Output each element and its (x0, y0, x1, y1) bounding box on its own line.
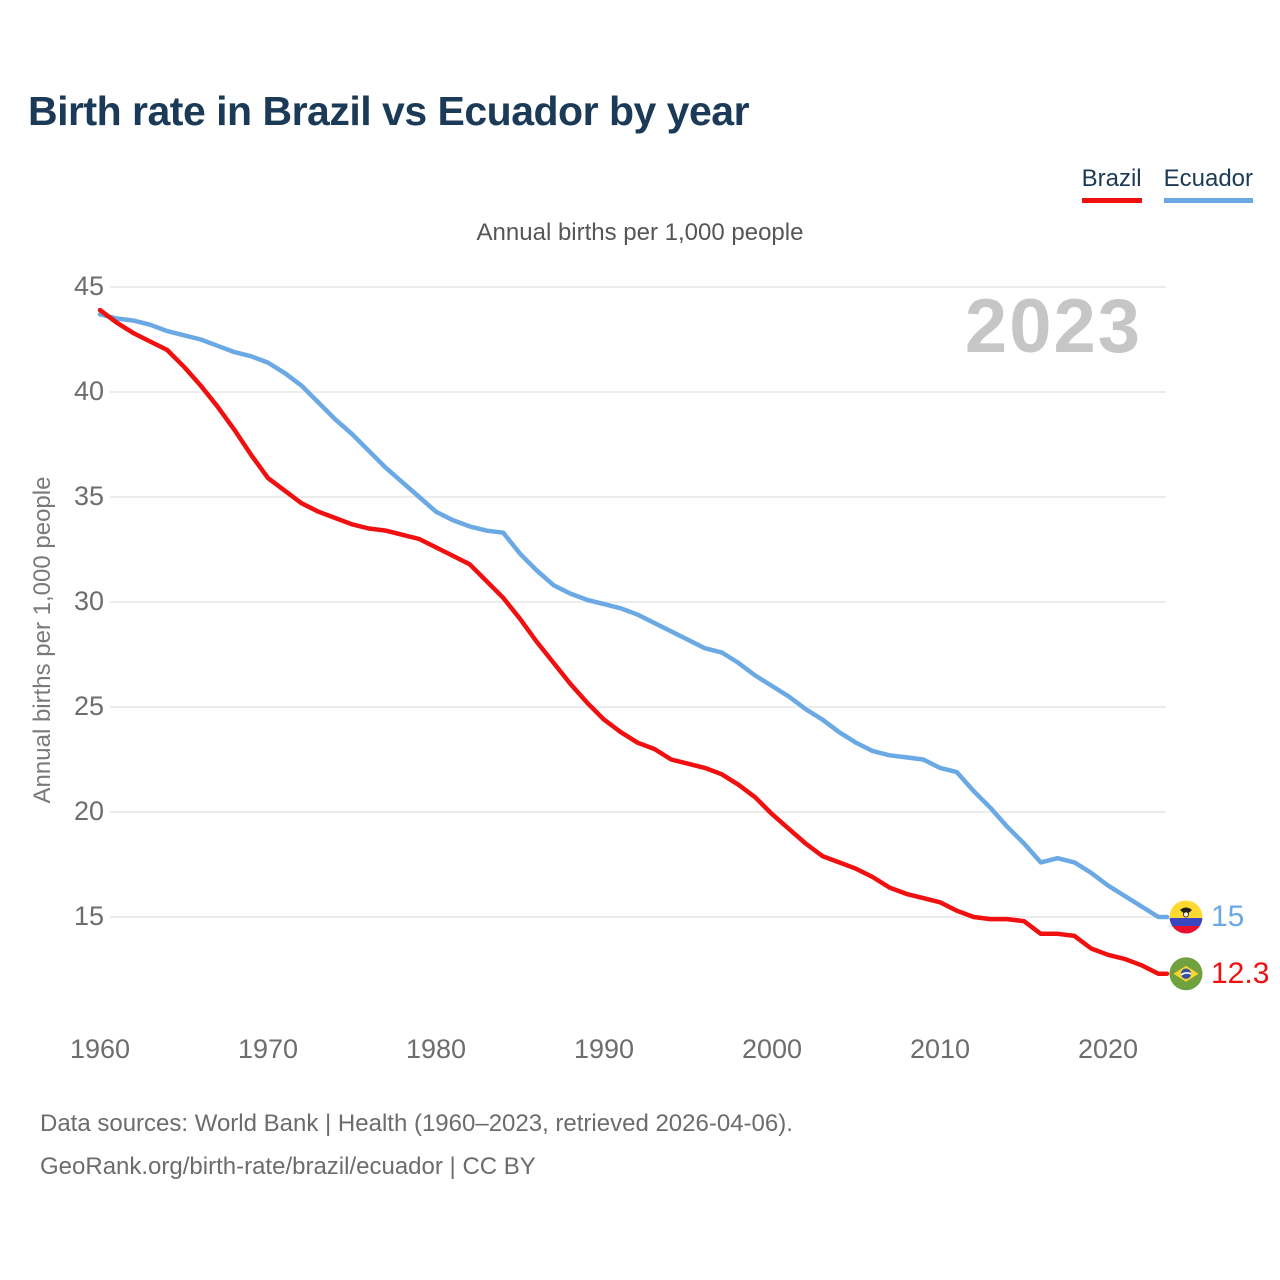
brazil-end-value: 12.3 (1211, 956, 1270, 990)
ecuador-flag-icon (1169, 900, 1203, 934)
x-tick-label: 1990 (573, 1034, 635, 1064)
x-tick-label: 1960 (69, 1034, 131, 1064)
footer-link[interactable]: GeoRank.org/birth-rate/brazil/ecuador | … (40, 1153, 536, 1180)
y-tick-label: 30 (73, 586, 104, 616)
page-title: Birth rate in Brazil vs Ecuador by year (28, 88, 750, 134)
ecuador-line (97, 312, 1170, 920)
brazil-line (97, 307, 1170, 976)
x-tick-label: 2000 (741, 1034, 803, 1064)
x-tick-label: 1970 (237, 1034, 299, 1064)
y-tick-label: 20 (73, 796, 104, 826)
legend: Brazil Ecuador (1081, 165, 1253, 203)
brazil-flag-icon (1169, 957, 1203, 991)
x-tick-label: 1980 (405, 1034, 467, 1064)
legend-item-brazil[interactable]: Brazil (1081, 165, 1142, 203)
y-tick-label: 15 (73, 901, 104, 931)
footer: Data sources: World Bank | Health (1960–… (40, 1102, 793, 1188)
watermark-year: 2023 (964, 284, 1142, 369)
ecuador-end-value: 15 (1211, 900, 1245, 933)
legend-item-ecuador[interactable]: Ecuador (1163, 165, 1253, 203)
x-tick-label: 2020 (1077, 1034, 1139, 1064)
chart-subtitle: Annual births per 1,000 people (476, 219, 804, 246)
y-tick-label: 25 (73, 691, 104, 721)
data-sources-text: Data sources: World Bank | Health (1960–… (40, 1110, 793, 1137)
y-tick-label: 35 (73, 481, 104, 511)
x-tick-label: 2010 (909, 1034, 971, 1064)
y-tick-label: 40 (73, 376, 104, 406)
y-tick-label: 45 (73, 271, 104, 301)
